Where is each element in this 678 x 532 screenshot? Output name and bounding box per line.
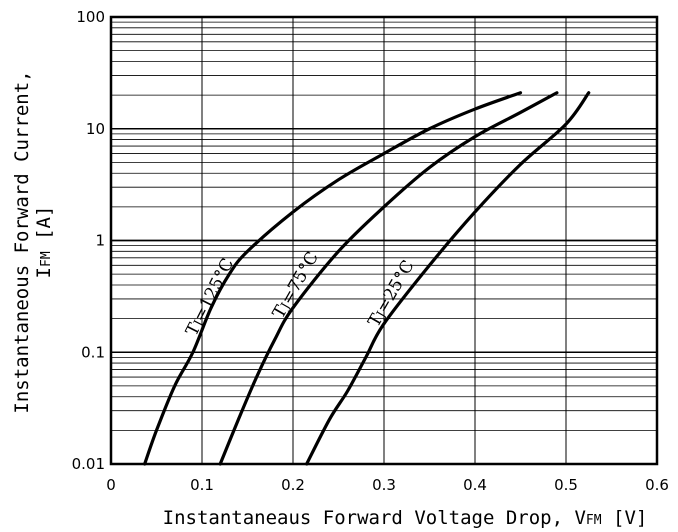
curves [143,91,591,466]
x-tick-label: 0.4 [463,476,487,494]
y-axis-title-unit: [A] [33,206,55,252]
y-axis-title-sub: FM [39,251,54,267]
x-axis-title: Instantaneaus Forward Voltage Drop, VFM … [163,507,648,529]
series-line-2 [305,91,591,466]
y-tick-labels: 0.01 0.1 1 10 100 [72,8,105,473]
x-tick-label: 0.2 [281,476,305,494]
y-tick-label: 0.01 [72,455,105,473]
x-axis-title-sub: FM [586,513,602,528]
x-tick-label: 0.6 [645,476,669,494]
curve-labels: TJ=125°C TJ=75°CTJ=25°C [182,248,418,339]
x-axis-title-main: Instantaneaus Forward Voltage Drop, V [163,507,586,529]
x-tick-label: 0.3 [372,476,396,494]
x-tick-label: 0.1 [190,476,214,494]
series-line-0 [143,91,523,466]
x-tick-label: 0 [106,476,116,494]
y-axis-title-main: I [33,267,55,278]
plot-frame [109,15,659,466]
y-tick-label: 10 [86,120,105,138]
x-tick-label: 0.5 [554,476,578,494]
series-line-1 [218,91,559,466]
y-axis-title-line2: IFM [A] [33,206,55,279]
y-axis-title-line1: Instantaneous Forward Current, [11,70,33,413]
y-tick-label: 0.1 [81,343,105,361]
y-tick-label: 1 [95,232,105,250]
y-axis-title: Instantaneous Forward Current, IFM [A] [11,70,55,413]
x-axis-title-unit: [V] [602,507,648,529]
series-label-0: TJ=125°C [182,255,238,339]
y-tick-label: 100 [76,8,105,26]
x-tick-labels: 0 0.1 0.2 0.3 0.4 0.5 0.6 [106,476,669,494]
series-label-2: TJ=25°C [364,257,418,331]
